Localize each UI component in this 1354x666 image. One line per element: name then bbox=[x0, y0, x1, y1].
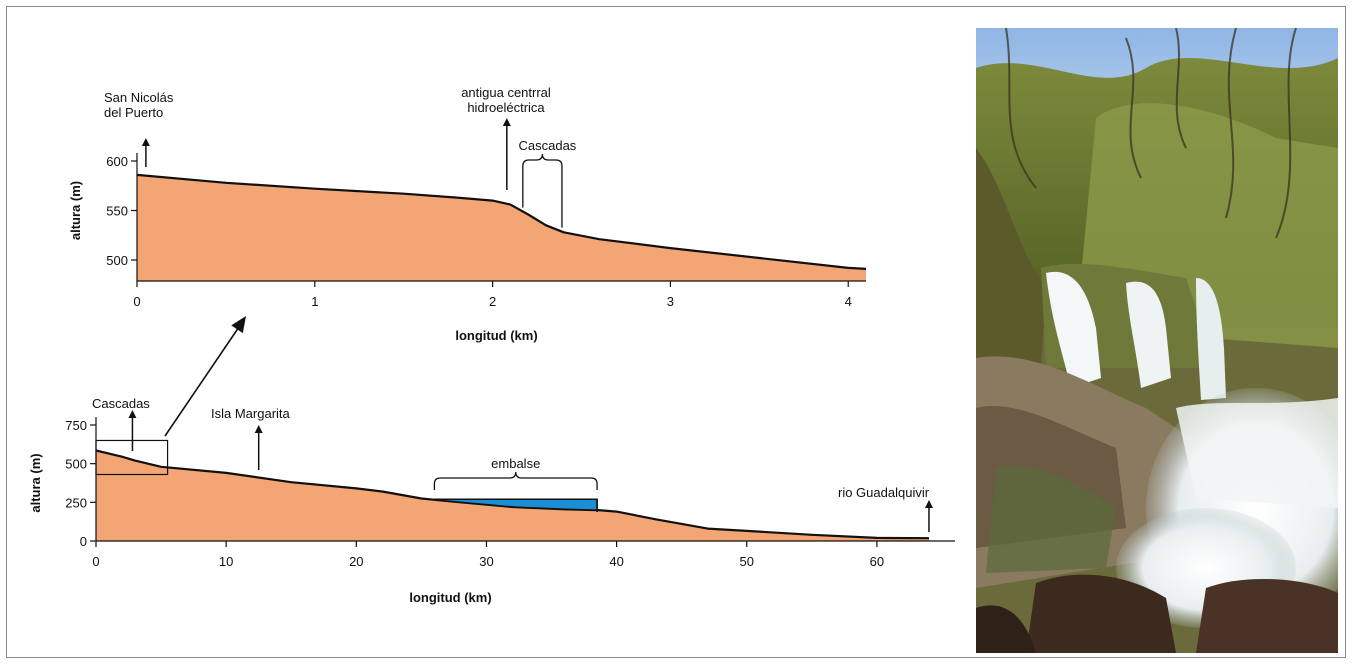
x-tick-label: 20 bbox=[349, 554, 363, 569]
rio-label: rio Guadalquivir bbox=[838, 485, 930, 500]
connector-arrowhead bbox=[231, 316, 246, 334]
isla-label: Isla Margarita bbox=[211, 406, 291, 421]
embalse-label: embalse bbox=[491, 456, 540, 471]
y-axis-title: altura (m) bbox=[68, 181, 83, 240]
central-arrowhead bbox=[502, 118, 511, 126]
x-tick-label: 30 bbox=[479, 554, 493, 569]
x-axis-title: longitud (km) bbox=[409, 590, 491, 605]
x-tick-label: 1 bbox=[311, 294, 318, 309]
x-tick-label: 60 bbox=[870, 554, 884, 569]
terrain-area bbox=[137, 174, 866, 281]
terrain-area bbox=[96, 450, 929, 541]
profile-line bbox=[136, 173, 867, 270]
rio-arrowhead bbox=[924, 500, 933, 508]
cascadas-top-bracket bbox=[522, 153, 563, 228]
x-tick-label: 2 bbox=[489, 294, 496, 309]
connector-line bbox=[164, 323, 242, 437]
x-tick-label: 0 bbox=[133, 294, 140, 309]
y-tick-label: 750 bbox=[65, 418, 87, 433]
y-tick-label: 600 bbox=[106, 154, 128, 169]
x-tick-label: 50 bbox=[740, 554, 754, 569]
x-tick-label: 10 bbox=[219, 554, 233, 569]
y-tick-label: 0 bbox=[80, 534, 87, 549]
san-nicolas-label: del Puerto bbox=[104, 105, 163, 120]
cascadas-top-label: Cascadas bbox=[518, 138, 576, 153]
top-profile-chart: 500 550 600 0 1 2 3 4 longitud (km) altura (m) San… bbox=[68, 85, 867, 343]
y-tick-label: 250 bbox=[65, 495, 87, 510]
waterfall-photo bbox=[976, 28, 1338, 653]
san-nicolas-label: San Nicolás bbox=[104, 90, 174, 105]
zoom-connector-arrow bbox=[164, 316, 246, 437]
x-tick-label: 3 bbox=[667, 294, 674, 309]
x-tick-label: 40 bbox=[609, 554, 623, 569]
x-tick-label: 4 bbox=[845, 294, 852, 309]
san-nicolas-arrowhead bbox=[141, 138, 150, 146]
y-axis-title: altura (m) bbox=[28, 453, 43, 512]
bottom-profile-chart: 0 250 500 750 0 10 20 30 40 50 60 longitud (km) altu… bbox=[28, 396, 955, 605]
cascadas-bottom-arrowhead bbox=[128, 410, 137, 418]
central-label: antigua centrral bbox=[461, 85, 551, 100]
x-axis-title: longitud (km) bbox=[455, 328, 537, 343]
cascadas-bottom-label: Cascadas bbox=[92, 396, 150, 411]
isla-arrowhead bbox=[254, 425, 263, 433]
central-label: hidroeléctrica bbox=[467, 100, 545, 115]
y-tick-label: 500 bbox=[65, 457, 87, 472]
y-tick-label: 500 bbox=[106, 253, 128, 268]
reservoir-area bbox=[433, 498, 598, 511]
zoom-box bbox=[95, 439, 169, 476]
embalse-bracket bbox=[433, 471, 598, 490]
y-tick-label: 550 bbox=[106, 204, 128, 219]
x-tick-label: 0 bbox=[92, 554, 99, 569]
